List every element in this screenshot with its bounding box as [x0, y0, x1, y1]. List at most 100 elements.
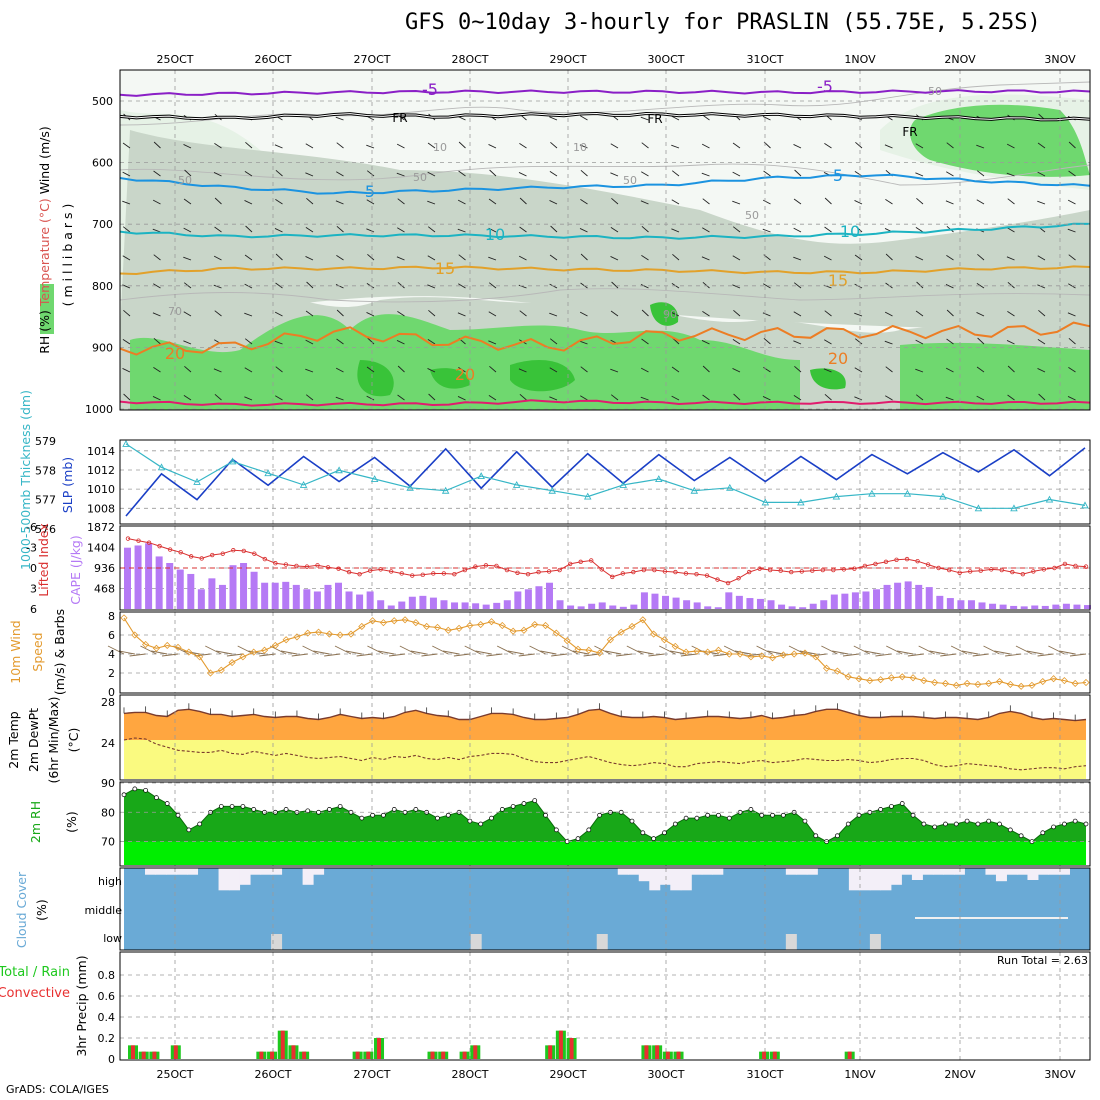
wind-barb — [977, 253, 985, 261]
wind-barb — [488, 394, 497, 401]
x-tick-label: 31OCT — [746, 1068, 783, 1081]
precip-convective-bar — [302, 1051, 307, 1059]
cape-bar — [398, 601, 406, 609]
y-tick-label: 500 — [92, 95, 113, 108]
rh2m-point — [489, 815, 494, 821]
precip-convective-bar — [141, 1051, 146, 1059]
wind-barb — [153, 141, 161, 149]
wind-barb — [302, 645, 319, 655]
wind-barb — [153, 283, 161, 289]
wind-barb — [976, 199, 985, 205]
wind-speed-point — [1006, 680, 1014, 688]
wind-speed-point — [812, 653, 820, 661]
lifted-index-point — [346, 569, 352, 575]
wind-barb — [671, 144, 680, 149]
wind-speed-point — [152, 644, 160, 652]
cape-bar — [767, 600, 775, 609]
wind-speed-point — [174, 643, 182, 651]
wind-barb — [1006, 172, 1015, 177]
x-tick-label: 2NOV — [944, 1068, 976, 1081]
wind-barb — [723, 645, 741, 655]
rh2m-point — [705, 812, 711, 818]
y-tick-label: 1012 — [87, 464, 115, 477]
wind-barb — [396, 143, 405, 149]
thickness-point — [797, 498, 805, 506]
y-tick-label: 578 — [35, 464, 56, 477]
thickness-point — [370, 475, 379, 482]
wind-barb — [305, 339, 314, 345]
wind-speed-point — [455, 624, 463, 632]
wind-speed-point — [206, 669, 215, 677]
wind-speed-point — [347, 630, 355, 638]
wind-barb — [824, 226, 832, 233]
rh2m-point — [835, 833, 840, 839]
cape-bar — [408, 596, 416, 609]
y-tick-label: 0.6 — [98, 990, 116, 1003]
wind-speed-point — [433, 623, 442, 631]
wind-barb — [399, 645, 417, 655]
legend-total: Total / Rain — [0, 965, 70, 980]
cape-bar — [145, 543, 153, 609]
wind-barb — [885, 198, 893, 205]
wind-barb — [641, 254, 649, 261]
wind-barb — [767, 650, 784, 655]
wind-barb — [762, 199, 771, 205]
rh2m-point — [651, 836, 656, 841]
cape-bar — [883, 584, 891, 609]
lifted-index-point — [536, 569, 541, 575]
y-tick-label: 0.4 — [98, 1011, 116, 1024]
rh2m-frame — [119, 781, 1091, 867]
thickness-point — [512, 480, 521, 488]
wind-barb — [244, 396, 253, 401]
wind-barb — [324, 653, 341, 657]
wind-barb — [427, 171, 436, 177]
wind-speed-point — [336, 631, 344, 639]
wind-barb — [732, 338, 741, 345]
wind-barb — [1037, 255, 1046, 261]
wind-barb — [488, 282, 497, 289]
lifted-index-point — [557, 567, 562, 573]
wind-barb — [672, 253, 680, 261]
wind-barb — [274, 144, 283, 149]
cape-bar — [946, 598, 954, 609]
wind-barb — [549, 312, 558, 317]
wind-barb — [184, 169, 192, 177]
wind-barb — [214, 393, 222, 401]
wind-speed-point — [747, 653, 755, 661]
wind-barb — [122, 255, 131, 261]
wind-barb — [183, 340, 192, 345]
wind-barb — [580, 198, 588, 205]
wind-barb — [336, 338, 344, 345]
cape-bar — [1052, 604, 1060, 609]
contour-label: 15 — [435, 259, 455, 278]
rh2m-point — [121, 792, 127, 798]
wind-barb — [832, 650, 849, 655]
wind-barb — [763, 170, 771, 177]
thickness-point — [761, 498, 770, 506]
wind-barb — [915, 226, 924, 233]
wind-barb — [214, 142, 222, 149]
wind-barb — [702, 365, 710, 373]
wind-barb — [549, 367, 558, 373]
wind-barb — [626, 645, 644, 655]
wind-barb — [854, 312, 863, 317]
wind-barb — [396, 256, 405, 261]
wind-barb — [946, 171, 954, 177]
wind-barb — [1068, 283, 1076, 289]
wind-barb — [794, 169, 802, 177]
rh-contour-fill — [650, 302, 679, 326]
cloud-low-bar — [785, 934, 797, 950]
cape-bar — [124, 547, 131, 609]
precip-convective-bar — [772, 1051, 777, 1059]
wind-barb — [475, 650, 492, 655]
rh2m-point — [878, 807, 883, 812]
y-tick-label: 0.2 — [98, 1032, 116, 1045]
contour-label: 5 — [365, 182, 375, 201]
lifted-index-point — [978, 568, 983, 573]
precip-convective-bar — [676, 1051, 681, 1059]
wind-speed-point — [369, 617, 377, 625]
precip-convective-bar — [762, 1051, 767, 1059]
lifted-index-point — [136, 538, 141, 543]
lifted-index-line — [127, 538, 1087, 584]
wind-speed-point — [196, 653, 204, 661]
